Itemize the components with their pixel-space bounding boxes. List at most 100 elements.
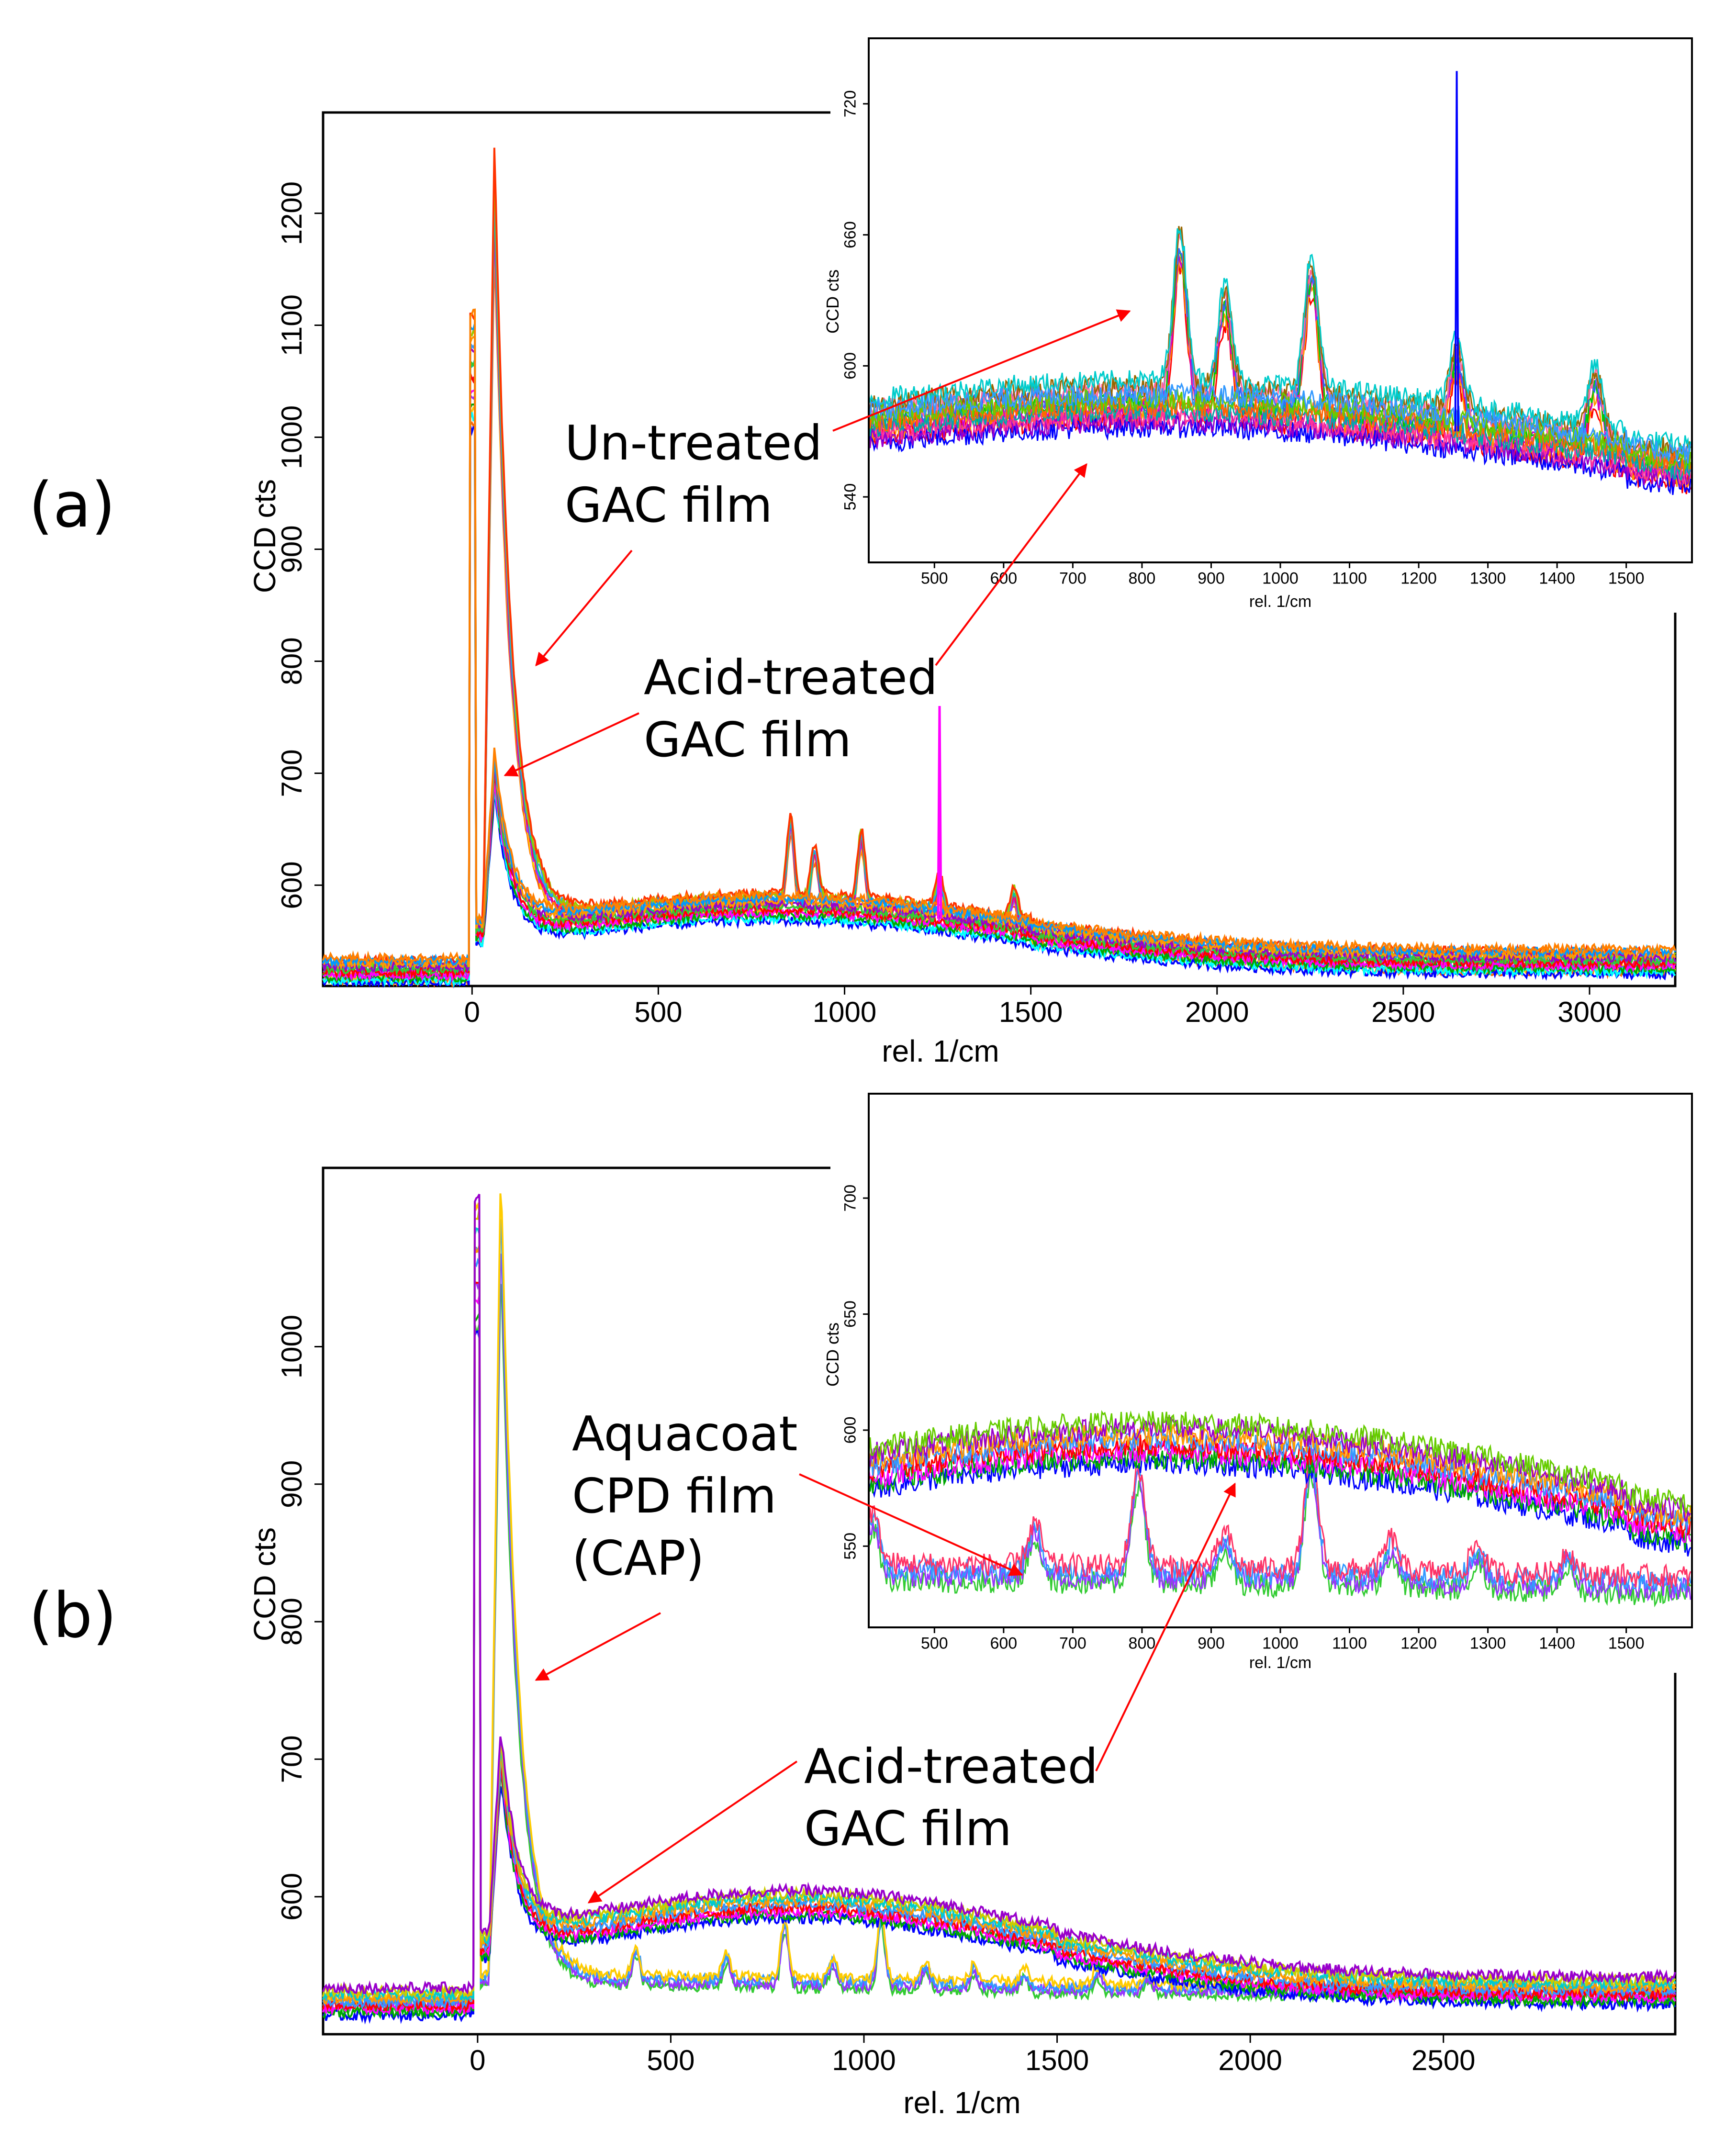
- y-tick-label: 1100: [276, 294, 308, 356]
- y-tick-label: 540: [841, 483, 860, 511]
- x-tick-label: 700: [1059, 569, 1086, 587]
- y-tick-label: 1200: [276, 181, 308, 245]
- annotation-untreated-line1: Un-treated: [565, 415, 822, 471]
- annotation-untreated-line2: GAC film: [565, 477, 773, 533]
- x-tick-label: 1500: [1608, 1634, 1645, 1652]
- arrow-aquacoat-inset: [799, 1473, 1023, 1576]
- spectrum-line: [323, 373, 1676, 980]
- spectrum-line: [322, 308, 1676, 966]
- panel-a: (a) 0 500 1000 1500 2000 2500 3000 600 700 800 90…: [29, 34, 1693, 1068]
- spectrum-line: [868, 1469, 1691, 1608]
- x-tick-label: 1500: [1608, 569, 1645, 587]
- x-tick-label: 1300: [1470, 569, 1506, 587]
- y-tick-label: 800: [276, 1598, 308, 1646]
- panel-b-annotations: Aquacoat CPD film (CAP) Acid-treated GAC…: [535, 1405, 1236, 1904]
- x-tick-label: 500: [921, 1634, 948, 1652]
- spike-peak: [1454, 71, 1459, 432]
- panel-b-main-chart: 0 500 1000 1500 2000 2500 600 700 800 900 1000 re…: [247, 1166, 1677, 2120]
- arrow-aquacoat-main: [535, 1612, 661, 1681]
- spectrum-line: [868, 387, 1691, 471]
- y-tick-label: 600: [841, 352, 860, 380]
- spectrum-line: [868, 409, 1691, 489]
- x-tick-label: 1200: [1400, 569, 1437, 587]
- arrow-untreated-inset: [832, 309, 1131, 432]
- y-tick-label: 800: [276, 637, 308, 685]
- y-tick-label: 650: [841, 1300, 860, 1328]
- x-tick-label: 500: [647, 2044, 694, 2076]
- x-tick-label: 700: [1059, 1634, 1086, 1652]
- x-tick-label: 2500: [1371, 996, 1435, 1028]
- panel-a-main-ylabel: CCD cts: [247, 479, 282, 593]
- annotation-aquacoat-line2: CPD film: [572, 1468, 776, 1524]
- panel-b-inset-yticks: 550 600 650 700: [841, 1185, 869, 1560]
- y-tick-label: 600: [276, 1873, 308, 1921]
- x-tick-label: 1100: [1332, 1634, 1367, 1652]
- arrow-acid-a-main: [504, 712, 639, 777]
- x-tick-label: 1300: [1470, 1634, 1506, 1652]
- panel-a-main-yticks: 600 700 800 900 1000 1100 1200: [276, 181, 323, 909]
- panel-a-main-xticks: 0 500 1000 1500 2000 2500 3000: [464, 986, 1622, 1028]
- panel-b-inset-xticks: 500 600 700 800 900 1000 1100 1200 1300 1400 1500: [921, 1627, 1645, 1652]
- arrow-acid-a-inset: [935, 463, 1087, 666]
- x-tick-label: 1400: [1539, 569, 1575, 587]
- x-tick-label: 500: [634, 996, 682, 1028]
- arrow-untreated-main: [535, 549, 633, 667]
- panel-a-inset-xticks: 500 600 700 800 900 1000 1100 1200 1300 1400 1500: [921, 562, 1645, 587]
- spectrum-line: [322, 403, 1676, 985]
- spectrum-line: [868, 1434, 1691, 1538]
- x-tick-label: 1000: [1262, 1634, 1299, 1652]
- x-tick-label: 1400: [1539, 1634, 1575, 1652]
- x-tick-label: 2500: [1411, 2044, 1475, 2076]
- x-tick-label: 500: [921, 569, 948, 587]
- panel-a-inset-xlabel: rel. 1/cm: [1249, 593, 1311, 611]
- y-tick-label: 1000: [276, 405, 308, 469]
- x-tick-label: 1500: [1025, 2044, 1089, 2076]
- x-tick-label: 900: [1198, 569, 1225, 587]
- annotation-acid-b-line2: GAC film: [804, 1801, 1012, 1857]
- annotation-acid-b-line1: Acid-treated: [804, 1738, 1098, 1794]
- spectrum-line: [868, 1416, 1691, 1522]
- spectrum-line: [868, 1452, 1691, 1594]
- spectrum-line: [322, 412, 1676, 988]
- spectrum-line: [868, 1410, 1691, 1514]
- y-tick-label: 1000: [276, 1315, 308, 1378]
- panel-b-main-yticks: 600 700 800 900 1000: [276, 1315, 323, 1921]
- annotation-aquacoat-line3: (CAP): [572, 1530, 705, 1586]
- spectrum-line: [868, 1447, 1691, 1589]
- x-tick-label: 2000: [1185, 996, 1249, 1028]
- x-tick-label: 1000: [1262, 569, 1299, 587]
- y-tick-label: 600: [841, 1417, 860, 1444]
- y-tick-label: 700: [841, 1185, 860, 1212]
- x-tick-label: 600: [990, 569, 1017, 587]
- x-tick-label: 0: [470, 2044, 485, 2076]
- x-tick-label: 800: [1129, 1634, 1156, 1652]
- spike-peak: [937, 706, 942, 919]
- panel-b-label: (b): [29, 1579, 117, 1652]
- panel-a-annotations: Un-treated GAC film Acid-treated GAC fil…: [504, 309, 1131, 777]
- panel-b-main-series: [322, 1193, 1676, 2025]
- x-tick-label: 2000: [1218, 2044, 1282, 2076]
- x-tick-label: 600: [990, 1634, 1017, 1652]
- x-tick-label: 1000: [813, 996, 876, 1028]
- x-tick-label: 3000: [1557, 996, 1621, 1028]
- annotation-acid-a-line1: Acid-treated: [644, 650, 938, 706]
- x-tick-label: 900: [1198, 1634, 1225, 1652]
- x-tick-label: 1200: [1400, 1634, 1437, 1652]
- panel-a-main-chart: 0 500 1000 1500 2000 2500 3000 600 700 800 900 100…: [247, 111, 1677, 1068]
- panel-b-inset-ylabel: CCD cts: [823, 1322, 842, 1387]
- panel-b-main-xticks: 0 500 1000 1500 2000 2500: [470, 2034, 1475, 2076]
- spectrum-line: [868, 1440, 1691, 1543]
- arrow-acid-b-inset: [1095, 1482, 1236, 1771]
- y-tick-label: 720: [841, 90, 860, 118]
- y-tick-label: 600: [276, 861, 308, 909]
- y-tick-label: 900: [276, 525, 308, 573]
- x-tick-label: 1500: [999, 996, 1063, 1028]
- panel-a-inset-series: [868, 71, 1691, 495]
- panel-a-main-xlabel: rel. 1/cm: [882, 1034, 999, 1068]
- y-tick-label: 700: [276, 749, 308, 797]
- y-tick-label: 700: [276, 1735, 308, 1783]
- y-tick-label: 550: [841, 1533, 860, 1560]
- panel-a-inset-background: [830, 34, 1692, 613]
- panel-a-inset-ylabel: CCD cts: [823, 269, 842, 334]
